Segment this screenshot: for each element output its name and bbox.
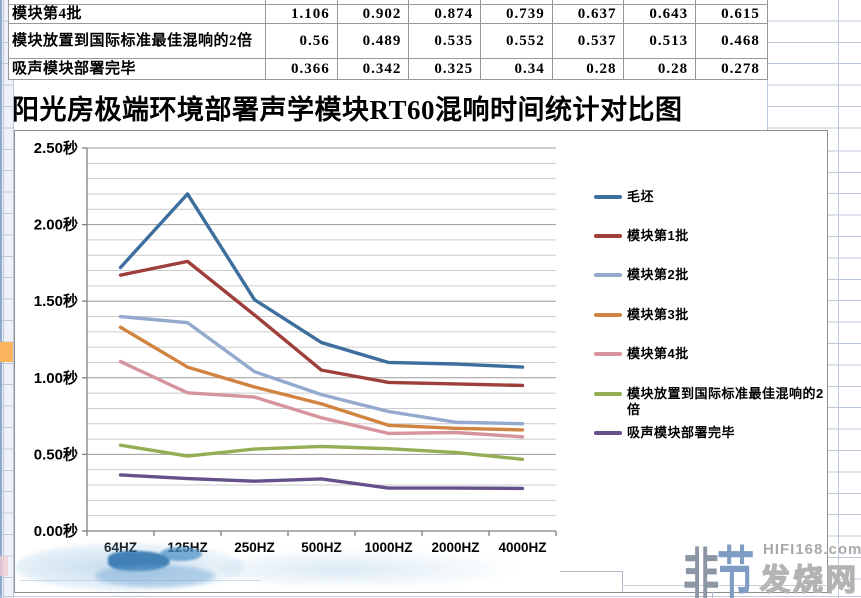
table-cell[interactable]: 0.366 [266,59,338,80]
table-cell[interactable]: 0.535 [409,24,482,59]
x-axis-tick-label: 125HZ [167,540,208,555]
legend-item: 吸声模块部署完毕 [594,425,827,441]
column-gridline [838,0,839,598]
plot-area: 0.00秒 0.50秒 1.00秒 1.50秒 2.00秒 2.50秒 64HZ 125HZ 2… [34,139,557,555]
table-cell[interactable]: 0.637 [552,5,625,24]
legend-item: 毛坯 [594,189,827,205]
legend-item: 模块第4批 [594,346,827,362]
legend-item: 模块第1批 [594,228,827,244]
legend-label: 模块第2批 [627,267,689,282]
legend-label: 模块第1批 [627,228,689,243]
table-cell[interactable] [266,0,338,5]
table-cell[interactable]: 0.552 [481,24,553,59]
legend-line-swatch [594,234,622,238]
legend-line-swatch [594,273,622,277]
table-cell[interactable] [552,0,625,5]
table-cell[interactable] [696,0,768,5]
table-cell[interactable]: 0.34 [481,59,553,80]
table-cell[interactable] [481,0,553,5]
rt60-data-table: 模块第4批 1.106 0.902 0.874 0.739 0.637 0.64… [8,0,768,80]
table-cell[interactable]: 0.874 [409,5,482,24]
spreadsheet-gridlines-right [826,130,861,598]
legend-line-swatch [594,352,622,356]
legend-label: 模块第3批 [627,307,689,322]
table-cell[interactable]: 0.278 [696,59,768,80]
x-axis-tick-label: 64HZ [104,540,137,555]
series-line [118,259,525,388]
series-line [118,473,525,491]
table-cell[interactable]: 0.489 [337,24,410,59]
table-cell[interactable] [337,0,410,5]
chart-legend: 毛坯模块第1批模块第2批模块第3批模块第4批模块放置到国际标准最佳混响的2倍吸声… [594,131,827,592]
series-line [118,314,525,426]
row-label[interactable]: 模块放置到国际标准最佳混响的2倍 [9,24,266,59]
legend-line-swatch [594,392,622,396]
y-axis-tick-label: 0.00秒 [34,522,78,540]
y-axis-tick-label: 0.50秒 [34,445,78,463]
rt60-chart[interactable]: 0.00秒 0.50秒 1.00秒 1.50秒 2.00秒 2.50秒 64HZ 125HZ 2… [14,130,828,593]
x-axis-tick-label: 4000HZ [498,540,546,555]
legend-item: 模块第3批 [594,307,827,323]
legend-label: 模块第4批 [627,346,689,361]
y-axis-tick-label: 1.00秒 [34,369,78,387]
legend-label: 吸声模块部署完毕 [627,425,736,440]
table-cell[interactable]: 0.739 [481,5,553,24]
table-cell[interactable]: 0.28 [552,59,625,80]
row-label[interactable]: 吸声模块部署完毕 [9,59,266,80]
table-cell[interactable]: 0.468 [696,24,768,59]
legend-item: 模块放置到国际标准最佳混响的2倍 [594,386,827,418]
table-cell[interactable] [624,0,697,5]
table-cell[interactable] [9,0,266,5]
y-axis-tick-label: 2.50秒 [34,139,78,157]
table-cell[interactable]: 0.56 [266,24,338,59]
highlighted-cell[interactable] [0,342,13,362]
table-cell[interactable]: 0.342 [337,59,410,80]
legend-line-swatch [594,195,622,199]
series-line [118,359,525,439]
table-cell[interactable]: 0.28 [624,59,697,80]
row-gridline [0,596,861,597]
table-cell[interactable]: 0.537 [552,24,625,59]
row-label[interactable]: 模块第4批 [9,5,266,24]
table-cell[interactable]: 0.615 [696,5,768,24]
legend-label: 模块放置到国际标准最佳混响的2倍 [627,386,824,417]
series-line [118,443,525,462]
table-cell[interactable]: 0.643 [624,5,697,24]
table-cell[interactable]: 1.106 [266,5,338,24]
table-cell[interactable]: 0.513 [624,24,697,59]
page-title: 阳光房极端环境部署声学模块RT60混响时间统计对比图 [12,95,683,125]
y-axis-tick-label: 2.00秒 [34,216,78,234]
legend-item: 模块第2批 [594,267,827,283]
x-axis-tick-label: 500HZ [301,540,342,555]
table-cell[interactable] [409,0,482,5]
table-cell[interactable]: 0.325 [409,59,482,80]
legend-line-swatch [594,431,622,435]
series-line [118,325,525,432]
y-axis-tick-label: 1.50秒 [34,292,78,310]
tinted-cell[interactable] [0,556,8,576]
window-left-edge [0,0,2,598]
x-axis-tick-label: 250HZ [234,540,275,555]
x-axis-tick-label: 1000HZ [364,540,412,555]
legend-label: 毛坯 [627,189,655,204]
table-cell[interactable]: 0.902 [337,5,410,24]
series-line [118,192,525,369]
x-axis-tick-label: 2000HZ [431,540,479,555]
column-gridline [3,0,4,598]
legend-line-swatch [594,313,622,317]
